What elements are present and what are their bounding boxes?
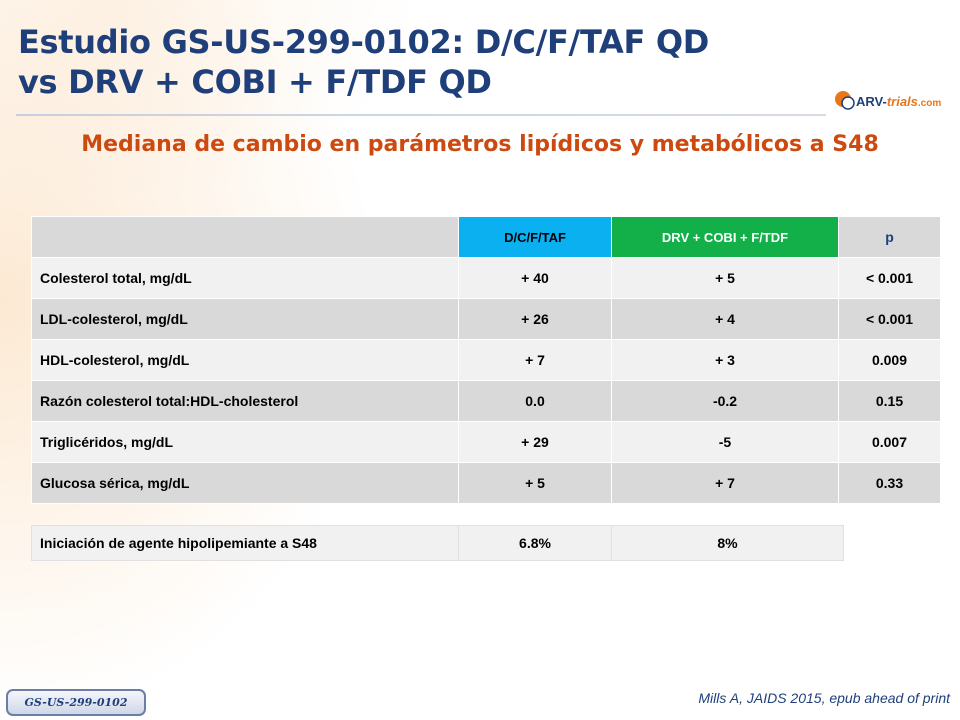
cell-p: < 0.001: [838, 298, 941, 340]
cell-p: < 0.001: [838, 257, 941, 299]
table-header-row: D/C/F/TAF DRV + COBI + F/TDF p: [31, 216, 941, 258]
title-line-1: Estudio GS-US-299-0102: D/C/F/TAF QD: [18, 23, 710, 61]
study-badge: GS-US-299-0102: [6, 689, 146, 716]
initiation-drv: 8%: [611, 525, 844, 561]
row-label: Razón colesterol total:HDL-cholesterol: [31, 380, 459, 422]
citation: Mills A, JAIDS 2015, epub ahead of print: [698, 690, 950, 706]
cell-dcf: 0.0: [458, 380, 612, 422]
lipid-metabolic-table: D/C/F/TAF DRV + COBI + F/TDF p Colestero…: [31, 216, 941, 504]
row-label: Glucosa sérica, mg/dL: [31, 462, 459, 504]
cell-drv: + 4: [611, 298, 839, 340]
table-row: Iniciación de agente hipolipemiante a S4…: [31, 525, 844, 561]
svg-text:ARV-trials.com: ARV-trials.com: [856, 94, 941, 109]
page-title: Estudio GS-US-299-0102: D/C/F/TAF QD vs …: [18, 22, 709, 102]
logo-blue-ring: [841, 96, 855, 110]
cell-dcf: + 5: [458, 462, 612, 504]
cell-p: 0.15: [838, 380, 941, 422]
row-label: Triglicéridos, mg/dL: [31, 421, 459, 463]
cell-p: 0.009: [838, 339, 941, 381]
row-label: Colesterol total, mg/dL: [31, 257, 459, 299]
logo-text-com: .com: [918, 98, 941, 109]
cell-drv: -5: [611, 421, 839, 463]
cell-p: 0.33: [838, 462, 941, 504]
cell-dcf: + 26: [458, 298, 612, 340]
row-label: LDL-colesterol, mg/dL: [31, 298, 459, 340]
title-line-2: vs DRV + COBI + F/TDF QD: [18, 63, 492, 101]
initiation-label: Iniciación de agente hipolipemiante a S4…: [31, 525, 459, 561]
title-divider: [16, 114, 826, 116]
cell-drv: -0.2: [611, 380, 839, 422]
slide-subtitle: Mediana de cambio en parámetros lipídico…: [81, 132, 879, 157]
cell-drv: + 3: [611, 339, 839, 381]
header-dcf-taf: D/C/F/TAF: [458, 216, 612, 258]
table-row: HDL-colesterol, mg/dL + 7 + 3 0.009: [31, 339, 941, 381]
arv-trials-logo: ARV-trials.com: [835, 91, 941, 110]
header-blank-cell: [31, 216, 459, 258]
table-row: Triglicéridos, mg/dL + 29 -5 0.007: [31, 421, 941, 463]
cell-dcf: + 29: [458, 421, 612, 463]
cell-drv: + 7: [611, 462, 839, 504]
table-row: Glucosa sérica, mg/dL + 5 + 7 0.33: [31, 462, 941, 504]
logo-text-arv: ARV-: [856, 94, 887, 109]
header-drv-cobi-ftdf: DRV + COBI + F/TDF: [611, 216, 839, 258]
row-label: HDL-colesterol, mg/dL: [31, 339, 459, 381]
cell-dcf: + 40: [458, 257, 612, 299]
cell-p: 0.007: [838, 421, 941, 463]
table-row: Colesterol total, mg/dL + 40 + 5 < 0.001: [31, 257, 941, 299]
initiation-dcf: 6.8%: [458, 525, 612, 561]
cell-drv: + 5: [611, 257, 839, 299]
lipid-lowering-initiation-table: Iniciación de agente hipolipemiante a S4…: [31, 525, 844, 561]
table-row: Razón colesterol total:HDL-cholesterol 0…: [31, 380, 941, 422]
cell-dcf: + 7: [458, 339, 612, 381]
table-row: LDL-colesterol, mg/dL + 26 + 4 < 0.001: [31, 298, 941, 340]
logo-text-trials: trials: [887, 94, 918, 109]
header-p-value: p: [838, 216, 941, 258]
